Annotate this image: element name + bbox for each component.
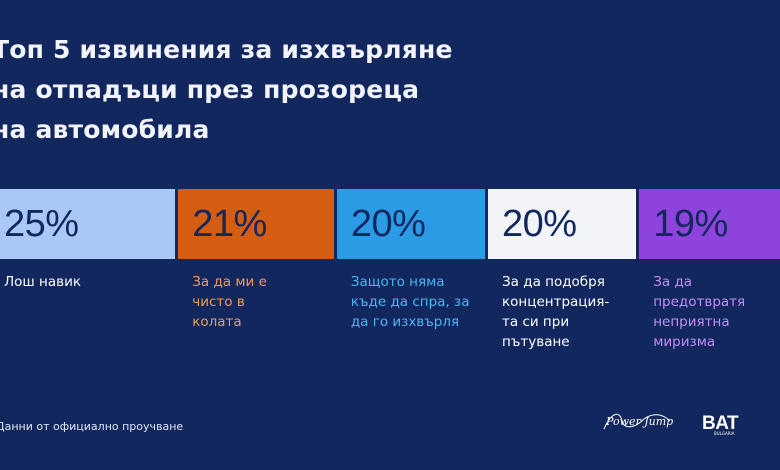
category-label: За да подобря концентрация- та си при пъ… bbox=[502, 274, 610, 350]
category-label: Защото няма къде да спра, за да го изхвъ… bbox=[350, 274, 470, 330]
category-label: Лош навик bbox=[4, 274, 82, 290]
bar-segment: 20% bbox=[336, 189, 486, 259]
bat-logo-subtext: BULGARIA bbox=[714, 431, 735, 436]
bar-segment: 19% bbox=[639, 189, 780, 259]
chart-title: Топ 5 извинения за изхвърляне на отпадъц… bbox=[0, 35, 453, 144]
bar-value-label: 20% bbox=[502, 202, 577, 245]
bar-value-label: 25% bbox=[4, 202, 79, 245]
bar-value-label: 20% bbox=[350, 202, 426, 245]
power-logo-text: Power Jump bbox=[605, 415, 673, 428]
category-label: За да предотвратя неприятна миризма bbox=[653, 274, 746, 350]
bar-value-label: 19% bbox=[653, 202, 728, 245]
bat-logo: BAT BULGARIA bbox=[702, 413, 740, 436]
category-label: За да ми е чисто в колата bbox=[192, 274, 267, 330]
bar-segment: 20% bbox=[488, 189, 637, 259]
bar-value-label: 21% bbox=[192, 202, 267, 245]
bar-segment: 25% bbox=[0, 189, 176, 259]
bar-segment: 21% bbox=[178, 189, 334, 259]
stacked-bar: 25% 21% 20% 20% 19% bbox=[0, 189, 780, 259]
source-footnote: Данни от официално проучване bbox=[0, 420, 184, 433]
bat-logo-text: BAT bbox=[702, 413, 739, 434]
power-jump-logo: Power Jump bbox=[603, 413, 673, 430]
